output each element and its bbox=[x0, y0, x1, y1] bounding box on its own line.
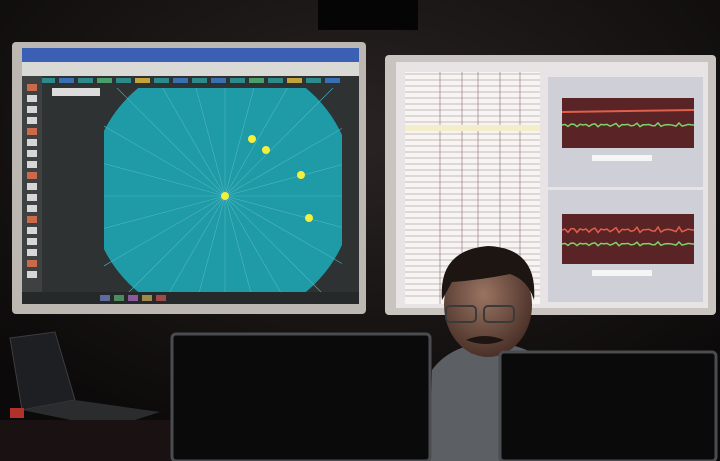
tool-icon bbox=[27, 128, 37, 135]
status-icon bbox=[156, 295, 166, 301]
tool-icon bbox=[27, 227, 37, 234]
status-bar bbox=[22, 292, 359, 304]
toolbar-button bbox=[192, 78, 207, 83]
toolbar-button bbox=[116, 78, 131, 83]
tool-icon bbox=[27, 161, 37, 168]
tool-icon bbox=[27, 216, 37, 223]
menu-bar bbox=[22, 62, 359, 76]
field bbox=[52, 88, 100, 96]
tool-icon bbox=[27, 183, 37, 190]
status-icon bbox=[142, 295, 152, 301]
tool-icon bbox=[27, 95, 37, 102]
selected-row bbox=[405, 125, 540, 131]
monitor bbox=[500, 352, 716, 461]
status-icon bbox=[114, 295, 124, 301]
status-icon bbox=[128, 295, 138, 301]
toolbar-button bbox=[135, 78, 150, 83]
toolbar-button bbox=[173, 78, 188, 83]
page: {} bbox=[0, 0, 720, 461]
toolbar-button bbox=[268, 78, 283, 83]
chart-area bbox=[562, 214, 694, 264]
title-bar bbox=[22, 48, 359, 62]
toolbar-button bbox=[97, 78, 112, 83]
ceiling-fixture bbox=[318, 0, 418, 30]
toolbar-button bbox=[78, 78, 93, 83]
toolbar-button bbox=[59, 78, 74, 83]
radar-disc bbox=[90, 58, 354, 322]
button bbox=[592, 155, 652, 161]
tool-icon bbox=[27, 106, 37, 113]
target bbox=[262, 146, 270, 154]
target bbox=[248, 135, 256, 143]
tool-icon bbox=[27, 260, 37, 267]
tool-icon bbox=[27, 117, 37, 124]
toolbar-button bbox=[211, 78, 226, 83]
light bbox=[10, 408, 24, 418]
toolbar-button bbox=[325, 78, 340, 83]
tool-icon bbox=[27, 249, 37, 256]
photo bbox=[0, 0, 720, 461]
tool-icon bbox=[27, 205, 37, 212]
tool-icon bbox=[27, 150, 37, 157]
toolbar-button bbox=[230, 78, 245, 83]
toolbar-button bbox=[306, 78, 321, 83]
tool-icon bbox=[27, 139, 37, 146]
tool-icon bbox=[27, 271, 37, 278]
toolbar-button bbox=[154, 78, 169, 83]
button bbox=[592, 270, 652, 276]
target bbox=[221, 192, 229, 200]
target bbox=[305, 214, 313, 222]
desk bbox=[0, 420, 190, 461]
toolbar-button bbox=[249, 78, 264, 83]
toolbar-button bbox=[287, 78, 302, 83]
monitor bbox=[172, 334, 430, 461]
target bbox=[297, 171, 305, 179]
tool-icon bbox=[27, 172, 37, 179]
chart-area bbox=[562, 98, 694, 148]
tool-icon bbox=[27, 194, 37, 201]
toolbar-button bbox=[40, 78, 55, 83]
tool-icon bbox=[27, 238, 37, 245]
tool-icon bbox=[27, 84, 37, 91]
status-icon bbox=[100, 295, 110, 301]
status-icons bbox=[100, 295, 166, 301]
